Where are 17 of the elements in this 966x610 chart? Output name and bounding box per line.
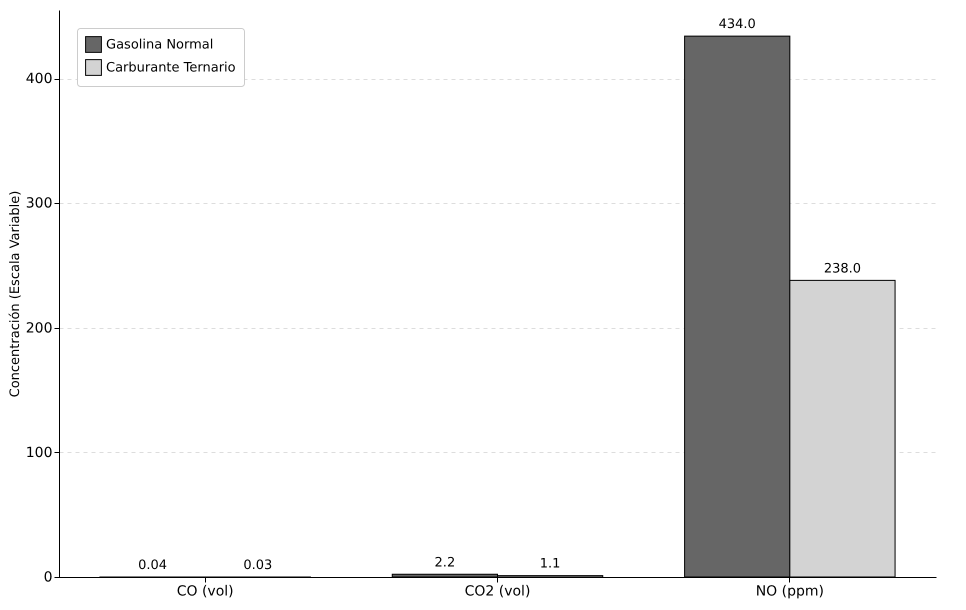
x-tick-label: CO2 (vol) [464,584,530,600]
x-tick-label: NO (ppm) [756,584,824,600]
data-label: 0.04 [138,558,168,573]
x-tick-label: CO (vol) [176,584,234,600]
data-label: 2.2 [434,555,456,570]
legend-label: Gasolina Normal [106,38,214,52]
legend-label: Carburante Ternario [106,60,236,76]
y-tick-label: 300 [26,196,52,212]
data-label: 434.0 [718,17,756,32]
y-tick-label: 100 [26,444,52,461]
data-label: 0.03 [243,558,272,573]
y-tick-label: 200 [26,320,52,336]
data-label: 238.0 [824,261,862,276]
y-axis-title: Concentración (Escala Variable) [8,190,23,398]
y-tick-label: 400 [26,71,52,88]
y-tick-label: 0 [44,570,52,586]
data-label: 1.1 [540,556,560,572]
